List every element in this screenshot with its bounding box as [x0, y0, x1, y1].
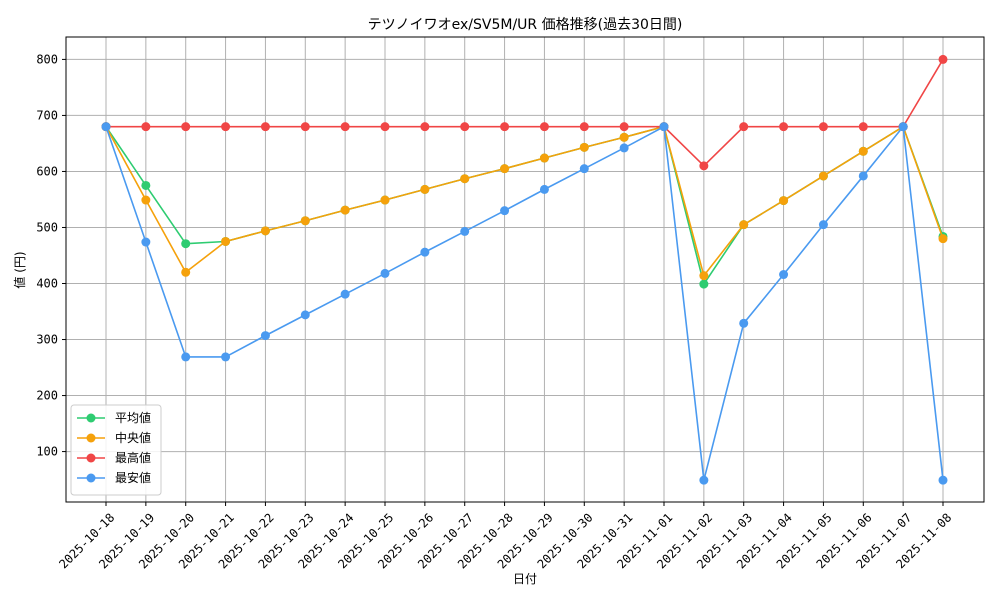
data-point	[579, 142, 589, 152]
data-point	[779, 122, 789, 132]
series-group	[101, 54, 948, 485]
y-tick-label: 400	[36, 277, 58, 291]
x-axis-label: 日付	[513, 572, 537, 586]
data-point	[699, 279, 709, 289]
data-point	[739, 318, 749, 328]
data-point	[101, 122, 111, 132]
data-point	[181, 267, 191, 277]
data-point	[460, 122, 470, 132]
legend-label: 中央値	[115, 430, 151, 445]
data-point	[500, 122, 510, 132]
data-point	[221, 122, 231, 132]
y-tick-label: 500	[36, 220, 58, 234]
data-point	[141, 237, 151, 247]
data-point	[260, 226, 270, 236]
series-line	[105, 125, 944, 481]
data-point	[460, 174, 470, 184]
data-point	[141, 195, 151, 205]
data-point	[699, 161, 709, 171]
data-point	[619, 122, 629, 132]
data-point	[221, 352, 231, 362]
legend-label: 最高値	[115, 450, 151, 465]
data-point	[380, 122, 390, 132]
legend-label: 最安値	[115, 470, 151, 485]
data-point	[260, 122, 270, 132]
data-point	[858, 146, 868, 156]
data-point	[181, 239, 191, 249]
data-point	[300, 216, 310, 226]
legend-box	[70, 404, 162, 496]
data-point	[340, 205, 350, 215]
legend-marker	[86, 433, 96, 443]
data-point	[500, 164, 510, 174]
data-point	[300, 122, 310, 132]
data-point	[938, 475, 948, 485]
data-point	[858, 171, 868, 181]
data-point	[938, 54, 948, 64]
series-4	[101, 122, 948, 485]
data-point	[579, 122, 589, 132]
data-point	[420, 247, 430, 257]
data-point	[539, 153, 549, 163]
y-tick-label: 700	[36, 108, 58, 122]
data-point	[141, 180, 151, 190]
data-point	[779, 270, 789, 280]
data-point	[699, 475, 709, 485]
data-point	[659, 122, 669, 132]
data-point	[739, 220, 749, 230]
data-point	[579, 164, 589, 174]
data-point	[699, 271, 709, 281]
y-axis-label: 値 (円)	[12, 251, 27, 288]
data-point	[300, 310, 310, 320]
data-point	[181, 122, 191, 132]
data-point	[500, 206, 510, 216]
y-tick-label: 600	[36, 164, 58, 178]
grid-lines	[66, 37, 984, 502]
y-tick-label: 200	[36, 389, 58, 403]
data-point	[818, 122, 828, 132]
data-point	[818, 171, 828, 181]
legend-marker	[86, 473, 96, 483]
data-point	[539, 184, 549, 194]
data-point	[420, 122, 430, 132]
data-point	[938, 234, 948, 244]
y-tick-label: 800	[36, 52, 58, 66]
data-point	[858, 122, 868, 132]
y-tick-label: 100	[36, 445, 58, 459]
data-point	[380, 195, 390, 205]
data-point	[420, 184, 430, 194]
data-point	[739, 122, 749, 132]
data-point	[340, 289, 350, 299]
plot-frame	[65, 36, 985, 503]
data-point	[340, 122, 350, 132]
y-tick-label: 300	[36, 333, 58, 347]
legend-marker	[86, 413, 96, 423]
series-line	[105, 125, 944, 277]
data-point	[221, 236, 231, 246]
legend-marker	[86, 453, 96, 463]
data-point	[539, 122, 549, 132]
data-point	[380, 268, 390, 278]
series-line	[106, 59, 944, 167]
data-point	[779, 196, 789, 206]
data-point	[619, 143, 629, 153]
chart-title: テツノイワオex/SV5M/UR 価格推移(過去30日間)	[368, 17, 683, 33]
data-point	[898, 122, 908, 132]
data-point	[460, 226, 470, 236]
data-point	[619, 132, 629, 142]
legend-label: 平均値	[115, 410, 151, 425]
data-point	[141, 122, 151, 132]
data-point	[260, 331, 270, 341]
data-point	[818, 220, 828, 230]
data-point	[181, 352, 191, 362]
